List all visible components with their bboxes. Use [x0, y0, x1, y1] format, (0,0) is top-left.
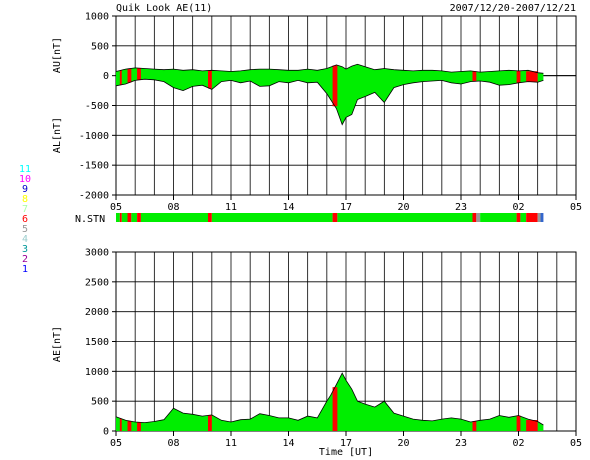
aual-xtick-label: 14 — [282, 202, 294, 213]
nstn-segment — [476, 213, 481, 222]
al-line — [115, 78, 544, 126]
au-al-panel: 05 08 11 14 17 20 23 02 05 1000 500 0 -500 -1000 -1500… — [79, 12, 582, 214]
aual-red-segment — [127, 68, 132, 83]
nstn-segment — [540, 213, 544, 222]
aual-xtick-label: 20 — [397, 202, 409, 213]
ae-xtick-label: 14 — [282, 438, 294, 449]
aual-ytick-label: -1000 — [79, 131, 109, 142]
aual-red-segment — [208, 70, 212, 89]
ae-xtick-label: 11 — [225, 438, 237, 449]
nstn-segment — [211, 213, 333, 222]
ae-red-segment — [516, 415, 521, 431]
legend-count-5: 5 — [22, 224, 28, 235]
nstn-segment — [119, 213, 122, 222]
ae-ytick-label: 2500 — [85, 277, 109, 288]
nstn-segment — [121, 213, 128, 222]
aual-xtick-label: 02 — [512, 202, 524, 213]
aual-xtick-label: 11 — [225, 202, 237, 213]
nstn-segment — [127, 213, 132, 222]
aual-xtick-label: 17 — [340, 202, 352, 213]
nstn-segment — [116, 213, 120, 222]
station-count-bar — [116, 213, 576, 224]
ae-xtick-label: 17 — [340, 438, 352, 449]
ae-line — [115, 372, 544, 426]
aual-ytick-label: -2000 — [79, 191, 109, 202]
ae-ytick-label: 500 — [91, 397, 109, 408]
aual-xtick-label: 05 — [570, 202, 582, 213]
date-range: 2007/12/20-2007/12/21 — [450, 3, 576, 14]
legend-count-10: 10 — [19, 174, 31, 185]
aual-ytick-label: 0 — [103, 71, 109, 82]
ae-xtick-label: 05 — [110, 438, 122, 449]
nstn-segment — [516, 213, 521, 222]
legend-count-3: 3 — [22, 244, 28, 255]
aual-ytick-label: -1500 — [79, 161, 109, 172]
legend-count-2: 2 — [22, 254, 28, 265]
aual-red-segment — [119, 70, 122, 85]
aual-ytick-label: 1000 — [85, 12, 109, 23]
ae-xtick-label: 02 — [512, 438, 524, 449]
nstn-segment — [208, 213, 212, 222]
ae-panel: 05 08 11 14 17 20 23 02 05 3000 2500 2000 1500 1000 50… — [85, 248, 582, 450]
ae-red-segment — [137, 422, 141, 431]
nstn-segment — [332, 213, 338, 222]
ae-ytick-label: 1000 — [85, 367, 109, 378]
aual-ytick-label: 500 — [91, 41, 109, 52]
ae-axis-label: AE[nT] — [52, 326, 63, 362]
ae-ytick-label: 3000 — [85, 248, 109, 259]
legend-count-6: 6 — [22, 214, 28, 225]
ae-red-segment — [208, 415, 212, 431]
legend-count-8: 8 — [22, 194, 28, 205]
nstn-segment — [526, 213, 538, 222]
nstn-segment — [131, 213, 138, 222]
x-axis-label: Time [UT] — [319, 447, 373, 458]
ae-red-segment — [119, 418, 122, 431]
ae-ytick-label: 1500 — [85, 337, 109, 348]
ae-ytick-label: 0 — [103, 427, 109, 438]
aual-ytick-label: -500 — [85, 101, 109, 112]
ae-xtick-label: 20 — [397, 438, 409, 449]
legend-count-1: 1 — [22, 264, 28, 275]
aual-xtick-label: 23 — [455, 202, 467, 213]
ae-red-segment — [472, 421, 477, 431]
ae-area — [116, 373, 544, 431]
ae-xtick-label: 23 — [455, 438, 467, 449]
au-axis-label: AU[nT] — [52, 37, 63, 73]
legend-count-4: 4 — [22, 234, 28, 245]
ae-xtick-label: 08 — [167, 438, 179, 449]
ae-red-segment — [332, 387, 338, 431]
nstn-segment — [140, 213, 208, 222]
nstn-segment — [537, 213, 541, 222]
nstn-segment — [480, 213, 517, 222]
nstn-segment — [520, 213, 527, 222]
nstn-label: N.STN — [75, 214, 105, 225]
au-line — [115, 63, 544, 74]
legend-count-9: 9 — [22, 184, 28, 195]
ae-xtick-label: 05 — [570, 438, 582, 449]
aual-xtick-label: 08 — [167, 202, 179, 213]
nstn-segment — [337, 213, 473, 222]
aual-xtick-label: 05 — [110, 202, 122, 213]
nstn-segment — [137, 213, 141, 222]
ae-red-segment — [526, 420, 538, 431]
al-axis-label: AL[nT] — [52, 117, 63, 153]
aual-red-segment — [516, 70, 521, 83]
au-al-area — [116, 64, 544, 125]
aual-red-segment — [472, 71, 477, 82]
nstn-segment — [472, 213, 477, 222]
legend-count-7: 7 — [22, 204, 28, 215]
chart-title: Quik Look AE(11) — [116, 3, 212, 14]
aual-red-segment — [526, 71, 538, 82]
aual-red-segment — [332, 65, 338, 107]
ae-red-segment — [127, 420, 132, 431]
legend-count-11: 11 — [19, 164, 31, 175]
aual-red-segment — [137, 68, 141, 80]
ae-ytick-label: 2000 — [85, 307, 109, 318]
